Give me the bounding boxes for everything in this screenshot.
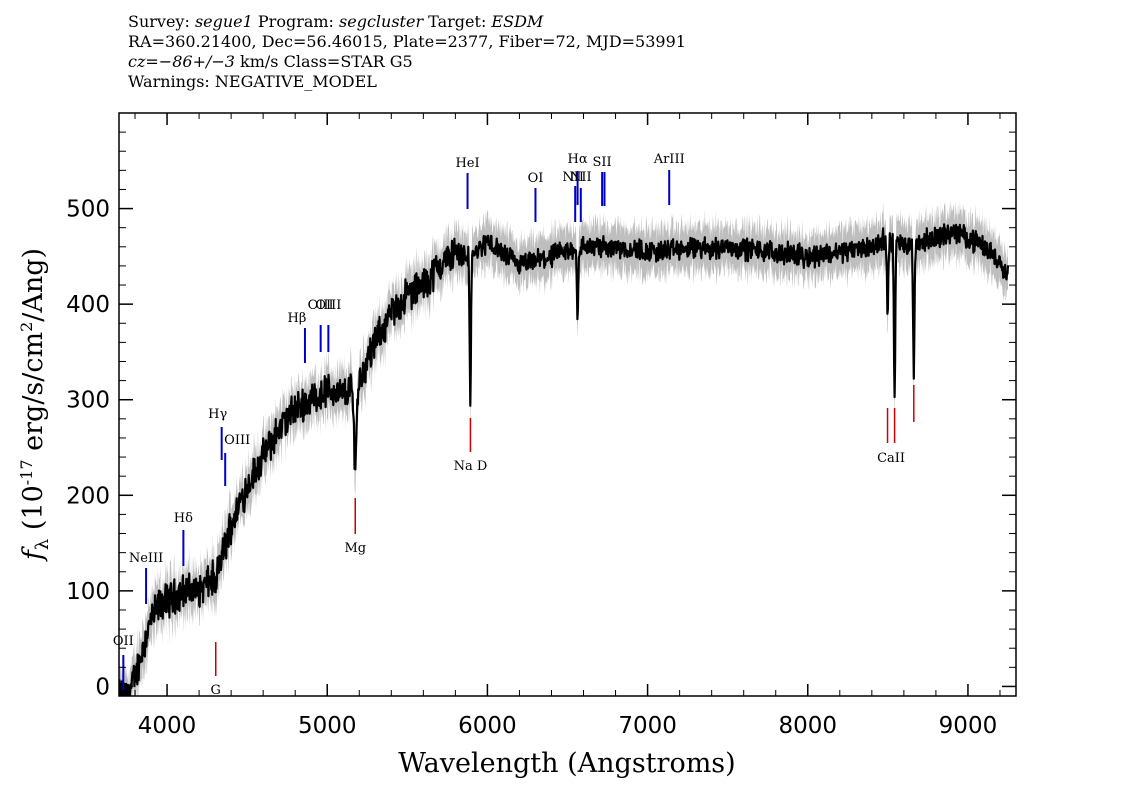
emission-line-label: OII [113,634,134,649]
redshift-line: cz=−86+/−3 km/s Class=STAR G5 [128,52,686,72]
x-tick-label: 6000 [458,713,517,739]
program-value: segcluster [339,12,424,31]
emission-line-label: HeI [455,156,479,171]
x-tick-label: 8000 [778,713,837,739]
emission-line-label: OIII [224,433,250,448]
target-value: ESDM [491,12,544,31]
program-label: Program: [252,12,340,31]
y-axis-title: fλ (10-17 erg/s/cm2/Ang) [17,248,53,562]
target-label: Target: [423,12,492,31]
x-tick-label: 7000 [618,713,677,739]
x-tick-label: 5000 [298,713,357,739]
emission-line-label: Hα [568,152,588,167]
emission-line-label: SII [593,155,612,170]
flux-series [119,223,1010,696]
x-tick-label: 4000 [138,713,197,739]
emission-line-label: NII [570,170,592,185]
emission-line-label: NII [562,170,584,185]
y-tick-label: 100 [66,579,110,605]
emission-line-label: Hδ [174,511,193,526]
y-tick-label: 400 [66,292,110,318]
warnings-line: Warnings: NEGATIVE_MODEL [128,72,377,91]
spectrum-header: Survey: segue1 Program: segcluster Targe… [128,12,686,92]
absorption-line-label: Na D [454,459,488,474]
emission-line-label: Hγ [208,407,227,422]
absorption-line-label: Mg [344,541,366,556]
y-tick-label: 200 [66,483,110,509]
x-axis-title: Wavelength (Angstroms) [398,748,735,779]
emission-line-label: OIII [308,298,334,313]
absorption-line-label: G [211,683,221,698]
survey-label: Survey: [128,12,195,31]
emission-line-label: OIII [315,298,341,313]
cz-value: cz=−86+/−3 [128,52,235,71]
survey-line: Survey: segue1 Program: segcluster Targe… [128,12,686,32]
emission-line-label: Hβ [288,311,307,326]
survey-value: segue1 [194,12,253,31]
y-tick-label: 500 [66,197,110,223]
y-tick-label: 300 [66,388,110,414]
absorption-line-label: CaII [877,451,905,466]
x-tick-label: 9000 [939,713,998,739]
plot-frame [118,112,1017,697]
class-value: km/s Class=STAR G5 [234,52,413,71]
emission-line-label: NeIII [129,551,163,566]
emission-line-label: ArIII [653,152,685,167]
emission-line-label: OI [528,171,544,186]
coordinates-line: RA=360.21400, Dec=56.46015, Plate=2377, … [128,32,686,51]
y-tick-label: 0 [95,674,110,700]
